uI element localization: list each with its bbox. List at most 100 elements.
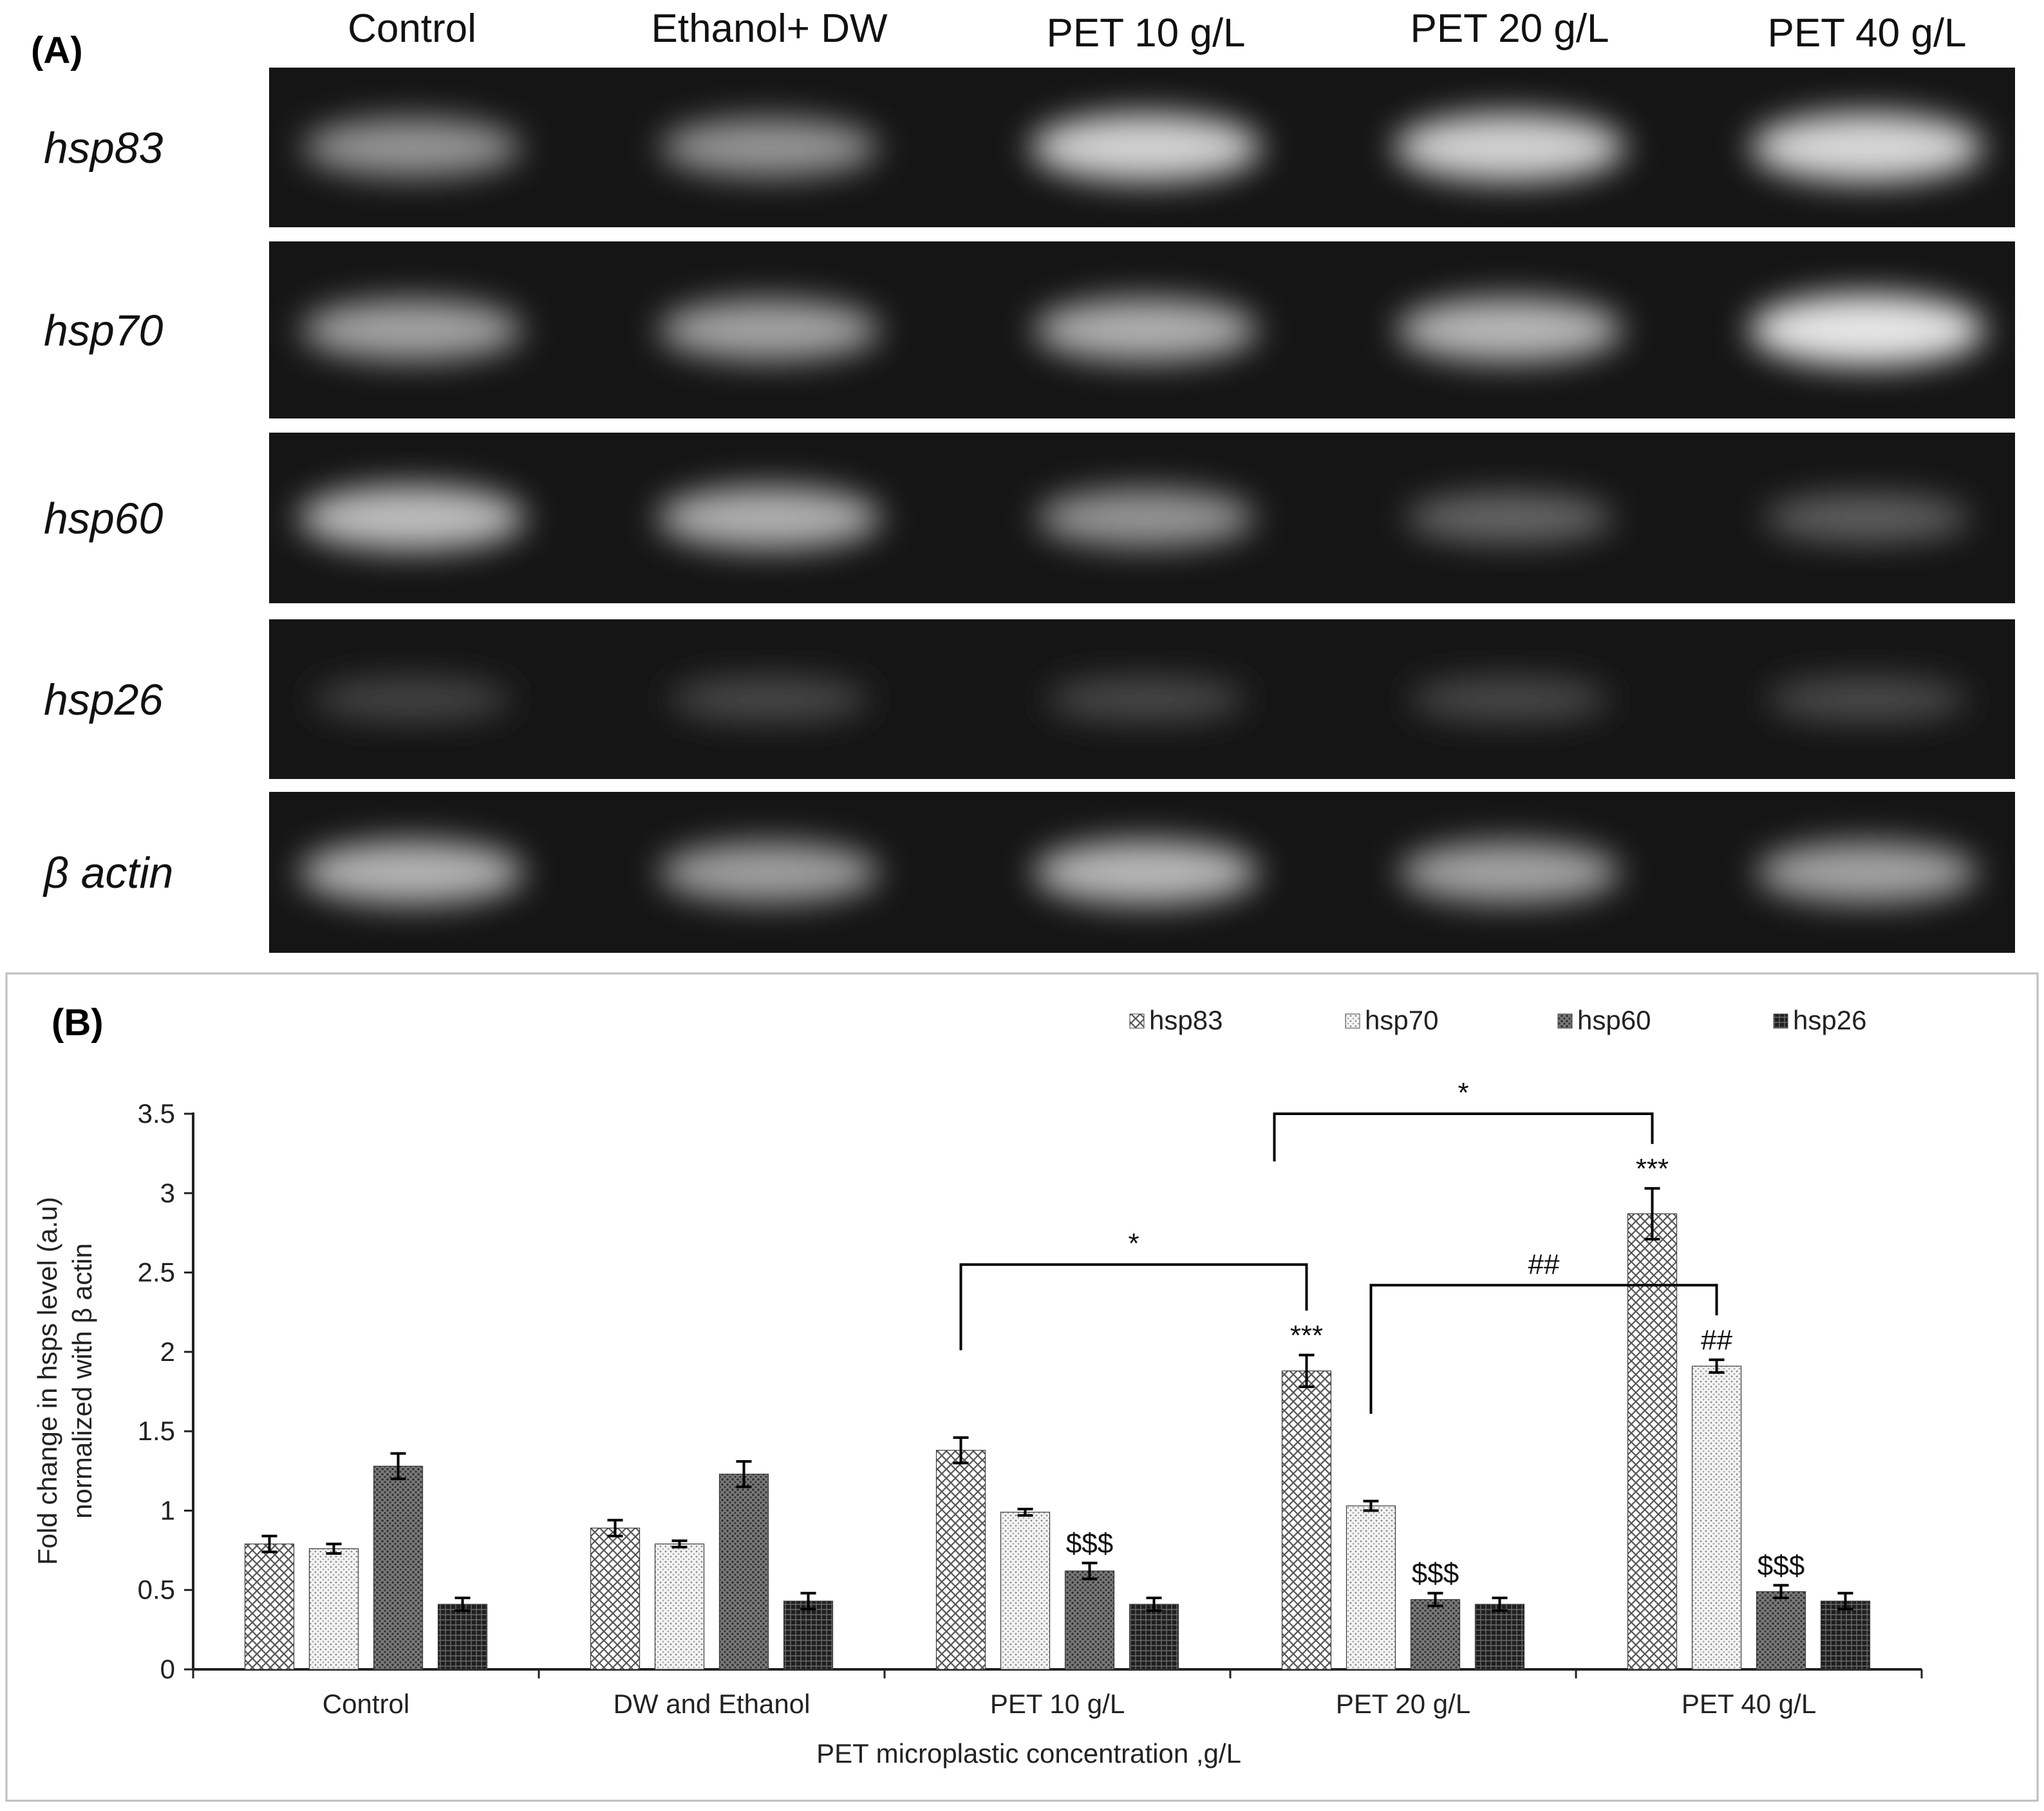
gel-band [1750, 112, 1983, 183]
gel-column-label-ethanol-dw: Ethanol+ DW [651, 6, 887, 51]
chart-legend: hsp83 hsp70 hsp60 hsp26 [1129, 1005, 1866, 1035]
y-tick-label: 2.5 [138, 1257, 175, 1288]
gel-band [1766, 677, 1968, 722]
gel-band [1034, 298, 1258, 362]
bar-hsp60-dw-and-ethanol [718, 1474, 769, 1670]
bracket-significance-label: ## [1528, 1248, 1560, 1280]
x-axis-title: PET microplastic concentration ,g/L [816, 1738, 1241, 1769]
gel-band [303, 118, 521, 177]
legend-item-hsp70: hsp70 [1345, 1005, 1438, 1035]
gel-band [659, 842, 879, 903]
y-tick-label: 0 [160, 1654, 175, 1684]
gel-band [301, 299, 523, 361]
gel-band [298, 485, 526, 551]
gel-gene-label-hsp70: hsp70 [44, 306, 163, 355]
y-axis: 0 0.5 1 1.5 2 2.5 3 3.5 [138, 1098, 194, 1684]
gel-band [1394, 113, 1626, 182]
bar-significance-label: *** [1290, 1320, 1323, 1351]
gel-row-actin [269, 792, 2015, 953]
gel-band [1405, 493, 1614, 543]
legend-label: hsp70 [1365, 1005, 1438, 1035]
bar-hsp83-pet-20-g-l [1281, 1370, 1332, 1670]
gel-band [299, 840, 525, 905]
x-tick-label: DW and Ethanol [614, 1689, 811, 1719]
bar-hsp83-control [244, 1543, 295, 1670]
panel-b-label: (B) [52, 1002, 104, 1044]
panel-a-label: (A) [31, 30, 83, 71]
legend-swatch [1345, 1013, 1360, 1029]
y-tick-label: 1 [160, 1495, 175, 1525]
y-tick-label: 1.5 [138, 1416, 175, 1446]
bar-significance-label: $$$ [1758, 1550, 1805, 1581]
gel-band [1749, 294, 1985, 366]
gel-column-label-pet-10-g-l: PET 10 g/L [1046, 11, 1245, 55]
bar-hsp60-control [373, 1465, 424, 1670]
bar-hsp26-control [437, 1604, 488, 1670]
bar-hsp70-pet-40-g-l [1691, 1365, 1742, 1670]
bar-hsp70-pet-10-g-l [1000, 1512, 1051, 1670]
y-tick-label: 3 [160, 1178, 175, 1208]
legend-swatch [1557, 1013, 1573, 1029]
gel-band [1396, 297, 1623, 362]
bar-hsp60-pet-20-g-l [1410, 1599, 1461, 1670]
significance-bracket [1273, 1112, 1654, 1161]
bar-significance-label: ## [1701, 1324, 1732, 1356]
bar-hsp70-dw-and-ethanol [654, 1543, 705, 1670]
significance-annotations: $$$ *** $$$ *** ## $$$ * ## * [959, 1077, 1805, 1590]
gel-band [1036, 489, 1255, 547]
bar-hsp26-dw-and-ethanol [783, 1600, 834, 1670]
gel-gene-label-hsp26: hsp26 [44, 675, 163, 724]
gel-band [312, 677, 512, 721]
legend-swatch [1129, 1013, 1145, 1029]
y-axis-title-line-1: Fold change in hsps level (a.u) [32, 1197, 62, 1565]
gel-band [1756, 841, 1978, 903]
bar-hsp60-pet-40-g-l [1756, 1591, 1806, 1670]
gel-band [669, 677, 870, 722]
legend-item-hsp60: hsp60 [1557, 1005, 1651, 1035]
gel-gene-label-hsp83: hsp83 [44, 124, 163, 173]
gel-row-hsp83 [269, 68, 2015, 227]
gel-band [1033, 840, 1259, 905]
gel-band [657, 486, 881, 550]
bar-hsp26-pet-20-g-l [1474, 1604, 1525, 1670]
gel-band [1399, 841, 1620, 903]
gel-band [1030, 113, 1262, 182]
bar-significance-label: *** [1636, 1153, 1669, 1185]
legend-label: hsp83 [1149, 1005, 1223, 1035]
x-tick-label: PET 40 g/L [1682, 1689, 1816, 1719]
x-tick-label: Control [323, 1689, 409, 1719]
significance-bracket [959, 1263, 1308, 1351]
bracket-significance-label: * [1458, 1077, 1468, 1109]
legend-label: hsp26 [1793, 1005, 1866, 1035]
bar-hsp83-dw-and-ethanol [590, 1527, 641, 1670]
gel-gene-label-hsp60: hsp60 [44, 494, 163, 543]
significance-bracket [1369, 1284, 1718, 1414]
y-axis-title-line-2: normalized with β actin [67, 1243, 97, 1519]
gel-gene-label-actin: β actin [42, 849, 173, 897]
legend-label: hsp60 [1577, 1005, 1651, 1035]
bar-hsp83-pet-10-g-l [935, 1450, 986, 1670]
gel-column-label-control: Control [348, 6, 476, 51]
gel-band [659, 299, 880, 361]
gel-column-labels: Control Ethanol+ DW PET 10 g/L PET 20 g/L PE… [348, 6, 1966, 55]
gel-band [1409, 677, 1610, 722]
bar-hsp26-pet-40-g-l [1820, 1600, 1871, 1670]
gel-column-label-pet-40-g-l: PET 40 g/L [1767, 11, 1966, 55]
gel-column-label-pet-20-g-l: PET 20 g/L [1410, 6, 1609, 51]
gel-band [1764, 493, 1970, 543]
y-tick-label: 3.5 [138, 1098, 175, 1129]
gel-band [660, 118, 879, 177]
bar-significance-label: $$$ [1066, 1528, 1113, 1559]
bar-hsp70-control [308, 1548, 359, 1670]
bar-hsp60-pet-10-g-l [1064, 1570, 1115, 1670]
gel-gene-labels: hsp83 hsp70 hsp60 hsp26 β actin [42, 124, 173, 897]
legend-item-hsp83: hsp83 [1129, 1005, 1223, 1035]
bar-hsp83-pet-40-g-l [1627, 1213, 1678, 1670]
gel-band [1045, 677, 1246, 722]
legend-item-hsp26: hsp26 [1773, 1005, 1866, 1035]
x-tick-label: PET 20 g/L [1336, 1689, 1470, 1719]
legend-swatch [1773, 1013, 1788, 1029]
gel-row-hsp70 [269, 241, 2015, 418]
bar-hsp70-pet-20-g-l [1345, 1505, 1396, 1670]
bar-significance-label: $$$ [1412, 1558, 1459, 1590]
